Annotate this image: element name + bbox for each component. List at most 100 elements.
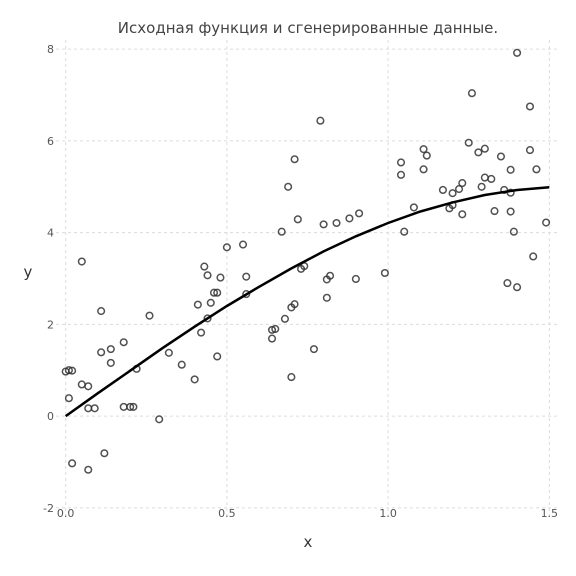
data-point [458, 179, 467, 188]
data-point [213, 288, 222, 297]
data-point [532, 165, 541, 174]
data-point [203, 314, 212, 323]
data-point [509, 227, 518, 236]
data-point [203, 271, 212, 280]
data-point [422, 151, 431, 160]
data-point [287, 373, 296, 382]
data-point [513, 283, 522, 292]
data-point [326, 271, 335, 280]
grid [56, 40, 559, 517]
chart-title: Исходная функция и сгенерированные данны… [118, 19, 498, 37]
data-point [448, 189, 457, 198]
data-point [200, 262, 209, 271]
data-point [506, 207, 515, 216]
y-tick-label: 6 [47, 135, 54, 148]
data-point [396, 170, 406, 179]
data-point [467, 89, 476, 98]
data-point [542, 218, 551, 227]
x-tick-labels: 0.0 0.5 1.0 1.5 [57, 507, 558, 520]
x-tick-label: 0.0 [57, 507, 75, 520]
data-point [506, 165, 515, 174]
data-point [126, 402, 135, 411]
data-point [197, 328, 206, 337]
x-tick-label: 0.5 [218, 507, 236, 520]
data-point [193, 300, 202, 309]
data-point [164, 348, 173, 357]
y-tick-label: 4 [47, 227, 54, 240]
data-point [106, 358, 115, 367]
data-point [84, 465, 93, 474]
data-point [280, 314, 289, 323]
data-point [206, 298, 215, 307]
data-point [238, 240, 248, 249]
data-point [454, 185, 464, 194]
data-point [290, 155, 299, 164]
y-axis-label: y [24, 263, 33, 281]
data-point [271, 324, 280, 334]
y-tick-label: 2 [47, 318, 54, 331]
data-point [222, 243, 231, 252]
data-point [119, 402, 128, 411]
data-point [64, 394, 73, 403]
data-point [97, 307, 106, 316]
data-point [513, 48, 522, 57]
data-point [177, 360, 186, 369]
data-point [277, 227, 286, 236]
data-point [500, 185, 509, 195]
data-point [316, 116, 325, 125]
data-point [284, 182, 293, 191]
data-point [77, 257, 86, 266]
data-point [477, 182, 486, 191]
data-point [267, 334, 277, 343]
data-point [68, 459, 77, 468]
data-point [345, 214, 354, 223]
data-point [100, 449, 109, 458]
data-point [213, 352, 222, 361]
data-point [309, 345, 318, 354]
y-tick-label: 0 [47, 410, 54, 423]
data-point [242, 290, 251, 299]
y-tick-label: -2 [43, 502, 54, 515]
data-point [525, 146, 535, 155]
data-point [90, 404, 99, 413]
data-point [474, 148, 483, 157]
data-point [464, 138, 473, 147]
data-point [145, 311, 154, 320]
data-point [293, 215, 302, 224]
data-point [480, 173, 489, 182]
data-point [77, 380, 86, 389]
data-point [487, 174, 496, 184]
data-point [319, 220, 328, 229]
data-point [209, 288, 219, 297]
data-point [216, 273, 225, 282]
y-tick-label: 8 [47, 43, 54, 56]
data-point [490, 207, 499, 216]
data-point [355, 209, 364, 218]
data-point [409, 203, 418, 212]
data-point [106, 345, 115, 354]
data-point [119, 338, 128, 347]
y-tick-labels: -2 0 2 4 6 8 [43, 43, 54, 515]
data-point [400, 227, 409, 236]
data-point [496, 152, 506, 161]
data-point [155, 415, 164, 424]
data-point [380, 268, 389, 278]
scatter-points [61, 48, 551, 474]
data-point [419, 145, 428, 154]
data-point [68, 366, 77, 375]
data-point [438, 185, 447, 195]
data-point [525, 102, 535, 111]
data-point [351, 274, 360, 284]
data-point [458, 210, 467, 219]
data-point [322, 293, 331, 302]
data-point [290, 300, 299, 309]
data-point [419, 165, 428, 174]
data-point [84, 404, 93, 413]
data-point [332, 218, 341, 228]
x-tick-label: 1.5 [541, 507, 559, 520]
data-point [480, 144, 489, 153]
data-point [129, 402, 138, 411]
data-point [84, 382, 93, 391]
data-point [242, 272, 251, 281]
